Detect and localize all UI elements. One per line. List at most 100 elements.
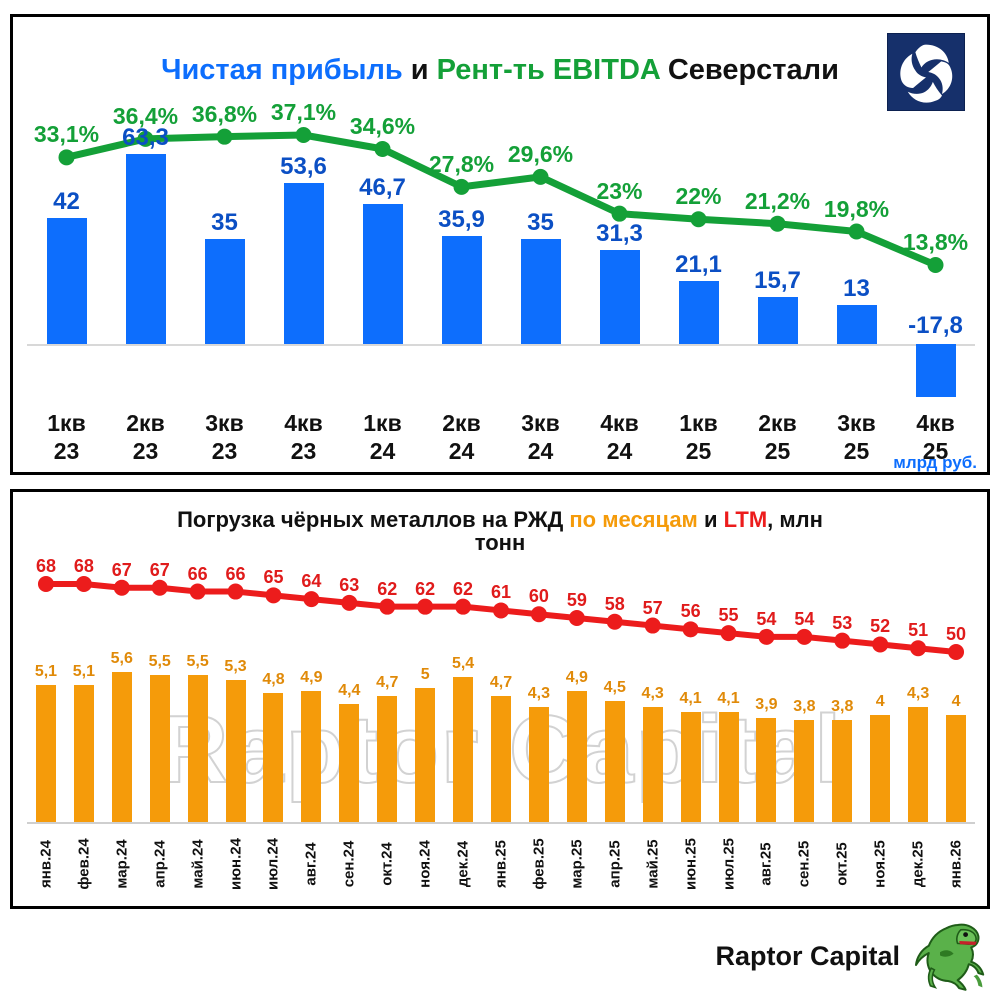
title2-part-monthly: по месяцам	[569, 507, 698, 532]
title-part-net-profit: Чистая прибыль	[161, 54, 403, 86]
chart1-bar-value-label: 46,7	[359, 173, 406, 201]
chart1-margin-label: 19,8%	[823, 195, 890, 222]
chart1-margin-label: 36,8%	[191, 100, 258, 127]
chart2-x-month-label: мар.24	[113, 839, 131, 889]
chart1-bar	[441, 236, 482, 344]
chart2-bar-value-label: 4,3	[641, 684, 664, 702]
chart1-bar	[283, 183, 324, 344]
chart2-bar	[870, 714, 891, 822]
chart2-bar	[490, 696, 511, 822]
chart1-x-quarter: 3кв	[205, 410, 244, 436]
chart2-column: 5,1 68	[27, 540, 65, 822]
chart2-bar	[566, 690, 587, 822]
ebitda-margin-line	[58, 127, 944, 273]
chart2-x-tick: мар.25	[558, 824, 596, 906]
chart2-baseline	[27, 822, 975, 824]
title2-part-ltm: LTM	[723, 507, 768, 532]
chart2-column: 5,3 66	[217, 540, 255, 822]
chart1-margin-label: 34,6%	[349, 112, 416, 139]
chart1-column: 35 29,6%	[501, 113, 580, 405]
chart2-column: 4,9 59	[558, 540, 596, 822]
chart1-bar	[204, 238, 245, 344]
chart2-bar-value-label: 4,9	[300, 668, 323, 686]
chart1-x-quarter: 4кв	[600, 410, 639, 436]
chart1-x-quarter: 2кв	[442, 410, 481, 436]
chart2-x-tick: янв.24	[27, 824, 65, 906]
chart1-x-quarter: 2кв	[758, 410, 797, 436]
chart2-column: 4,7 61	[482, 540, 520, 822]
chart2-ltm-label: 62	[453, 578, 474, 599]
title-part-ebitda-margin: Рент-ть EBITDA	[436, 54, 660, 86]
chart1-bar-value-label: 21,1	[675, 250, 722, 278]
chart2-x-tick: ноя.25	[861, 824, 899, 906]
chart1-bar	[678, 280, 719, 344]
footer: Raptor Capital	[0, 915, 1000, 1000]
chart1-bar-value-label: 42	[53, 187, 80, 215]
chart2-bar	[946, 714, 967, 822]
chart2-x-tick: дек.24	[444, 824, 482, 906]
chart2-bar-value-label: 4,5	[603, 679, 626, 697]
chart2-x-tick: окт.24	[368, 824, 406, 906]
chart2-ltm-label: 51	[908, 620, 929, 641]
chart1-bar	[757, 296, 798, 344]
chart1-margin-label: 13,8%	[902, 229, 969, 255]
chart2-bar-value-label: 3,8	[831, 698, 854, 716]
chart1-column: 35,9 27,8%	[422, 113, 501, 405]
chart1-x-year: 23	[211, 438, 238, 465]
chart1-x-year: 24	[448, 438, 475, 465]
chart1-x-year: 23	[290, 438, 317, 465]
chart2-column: 5,5 67	[141, 540, 179, 822]
chart1-margin-label: 21,2%	[744, 187, 811, 214]
chart2-column: 5 62	[406, 540, 444, 822]
chart2-column: 4 50	[937, 540, 975, 822]
chart2-bar	[604, 701, 625, 822]
chart1-margin-label: 27,8%	[428, 150, 495, 177]
chart1-unit-label: млрд руб.	[893, 453, 977, 472]
chart1-bar-value-label: 15,7	[754, 266, 801, 294]
chart1-x-tick: 4кв 24	[580, 409, 659, 465]
chart1-column: 63,3 36,4%	[106, 103, 185, 405]
chart1-bar-value-label: 53,6	[280, 153, 327, 181]
chart2-bar-value-label: 5,5	[148, 652, 171, 670]
chart2-x-tick: фев.24	[65, 824, 103, 906]
chart-panel-rzd: Погрузка чёрных металлов на РЖД по месяц…	[10, 489, 990, 909]
chart1-column: 15,7 21,2%	[738, 113, 817, 405]
chart2-column: 5,5 66	[179, 540, 217, 822]
chart2-ltm-label: 63	[339, 574, 360, 595]
chart1-column: -17,8 13,8%	[896, 113, 975, 405]
chart1-x-quarter: 3кв	[521, 410, 560, 436]
chart2-ltm-label: 55	[718, 605, 739, 626]
chart2-bar-value-label: 4,3	[527, 684, 551, 702]
chart2-column: 4,3 51	[899, 540, 937, 822]
chart2-x-month-label: ноя.24	[416, 840, 434, 888]
chart2-column: 4,3 57	[634, 540, 672, 822]
chart2-ltm-label: 68	[73, 556, 94, 576]
chart2-x-month-label: дек.24	[454, 840, 472, 888]
chart2-column: 4,5 58	[596, 540, 634, 822]
chart2-x-tick: сен.25	[785, 824, 823, 906]
chart2-x-month-label: янв.26	[947, 840, 965, 888]
chart1-x-year: 23	[132, 438, 159, 465]
chart2-bar-value-label: 5	[420, 666, 430, 684]
chart2-bar-value-label: 5,1	[72, 663, 95, 681]
chart1-x-quarter: 3кв	[837, 410, 876, 436]
chart2-ltm-label: 54	[794, 608, 815, 629]
chart1-x-year: 23	[53, 438, 80, 465]
chart1-bar-value-label: 63,3	[122, 124, 169, 151]
chart2-ltm-label: 50	[946, 624, 967, 644]
chart2-x-month-label: май.24	[189, 839, 207, 889]
chart2-ltm-label: 52	[870, 616, 891, 637]
chart2-x-tick: июл.25	[710, 824, 748, 906]
chart2-bar	[225, 680, 246, 822]
chart2-x-month-label: апр.25	[606, 840, 624, 888]
chart2-x-month-label: авг.25	[757, 842, 775, 886]
chart2-bar-value-label: 4,1	[679, 690, 702, 708]
chart1-x-year: 25	[764, 438, 791, 465]
chart2-bar-value-label: 5,5	[186, 652, 209, 670]
chart2-column: 4,7 62	[368, 540, 406, 822]
chart2-ltm-label: 59	[566, 590, 587, 610]
chart2-bar-value-label: 4	[875, 692, 885, 710]
chart2-x-tick: май.24	[179, 824, 217, 906]
chart1-x-axis: 1кв 23 2кв 23 3кв 23 4кв 23 1кв 24 2кв 24 3кв 24 4кв 24…	[27, 409, 975, 471]
chart2-column: 3,8 54	[785, 540, 823, 822]
